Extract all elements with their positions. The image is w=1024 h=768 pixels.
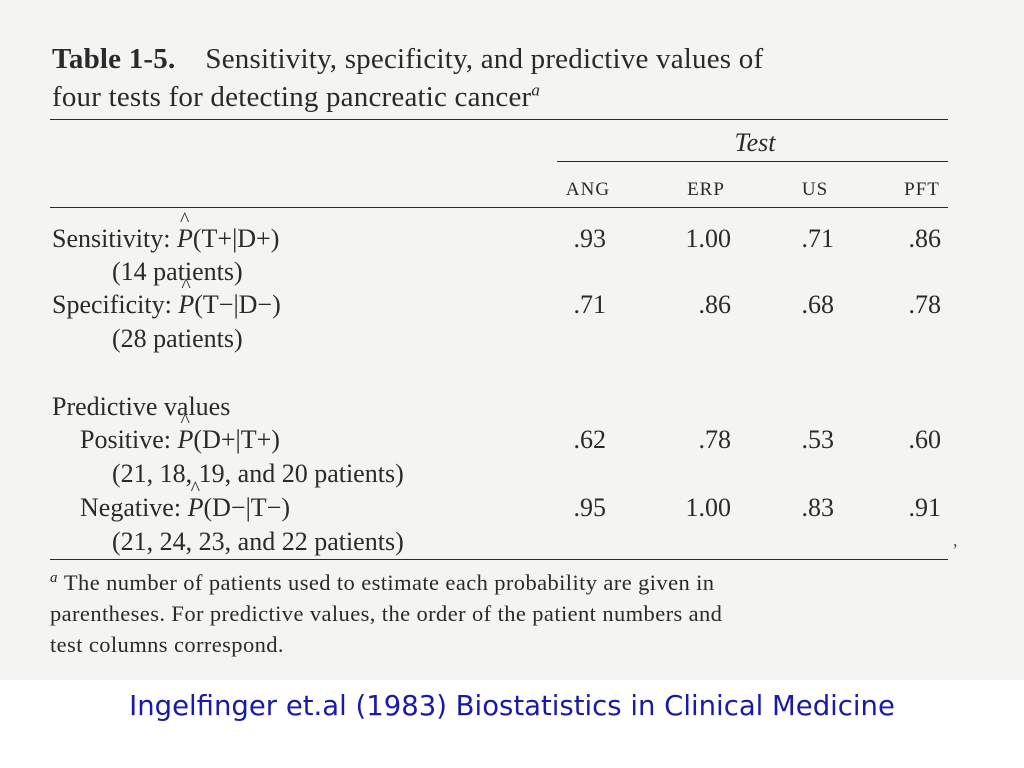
- cell-positive-us: .53: [801, 425, 835, 454]
- row-label-specificity: Specificity: P(T−|D−): [52, 290, 281, 320]
- footnote-line-2: parentheses. For predictive values, the …: [50, 601, 723, 626]
- cell-specificity-us: .68: [801, 290, 835, 319]
- row-label-suffix: (T−|D−): [194, 290, 281, 319]
- cell-negative-erp: 1.00: [685, 493, 732, 522]
- stray-mark: ,: [953, 530, 958, 550]
- table-title-line-1: Table 1-5. Sensitivity, specificity, and …: [52, 43, 763, 76]
- row-label-suffix: (D−|T−): [203, 493, 290, 522]
- row-label-positive: Positive: P(D+|T+): [80, 425, 280, 455]
- header-rule: [50, 207, 948, 208]
- row-label-prefix: Specificity:: [52, 290, 179, 319]
- cell-sensitivity-us: .71: [801, 224, 835, 253]
- column-header-pft: PFT: [904, 179, 940, 200]
- row-label-negative: Negative: P(D−|T−): [80, 493, 290, 523]
- p-hat-symbol: P: [188, 493, 204, 522]
- footnote-text-1: The number of patients used to estimate …: [63, 570, 715, 595]
- table-title-text-1: Sensitivity, specificity, and predictive…: [205, 43, 764, 75]
- column-header-erp: ERP: [687, 179, 725, 200]
- row-label-sensitivity: Sensitivity: P(T+|D+): [52, 224, 279, 254]
- cell-negative-us: .83: [801, 493, 835, 522]
- cell-sensitivity-erp: 1.00: [685, 224, 732, 253]
- row-note-negative: (21, 24, 23, and 22 patients): [112, 527, 404, 556]
- cell-sensitivity-ang: .93: [573, 224, 607, 253]
- table-title-line-2: four tests for detecting pancreatic canc…: [52, 81, 540, 114]
- cell-specificity-pft: .78: [908, 290, 942, 319]
- source-credit: Ingelfinger et.al (1983) Biostatistics i…: [129, 690, 895, 722]
- title-footnote-mark: a: [531, 80, 541, 100]
- footnote-mark: a: [50, 569, 58, 586]
- p-hat-symbol: P: [178, 290, 194, 319]
- cell-specificity-ang: .71: [573, 290, 607, 319]
- footnote-line-3: test columns correspond.: [50, 632, 284, 657]
- cell-negative-pft: .91: [908, 493, 942, 522]
- row-label-suffix: (D+|T+): [193, 425, 280, 454]
- p-hat-symbol: P: [177, 224, 193, 253]
- bottom-rule: [50, 559, 948, 560]
- p-hat-symbol: P: [178, 425, 194, 454]
- row-label-suffix: (T+|D+): [192, 224, 280, 253]
- footnote-line-1: a The number of patients used to estimate…: [50, 570, 714, 596]
- row-label-prefix: Positive:: [80, 425, 178, 454]
- cell-specificity-erp: .86: [698, 290, 732, 319]
- column-header-ang: ANG: [565, 179, 611, 200]
- cell-positive-erp: .78: [698, 425, 732, 454]
- scanned-table-page: Table 1-5. Sensitivity, specificity, and …: [0, 0, 1024, 680]
- column-header-us: US: [801, 179, 829, 200]
- row-note-sensitivity: (14 patients): [112, 257, 243, 286]
- row-note-positive: (21, 18, 19, and 20 patients): [112, 459, 404, 488]
- spanner-label-test: Test: [734, 128, 776, 157]
- cell-negative-ang: .95: [573, 493, 607, 522]
- cell-positive-ang: .62: [573, 425, 607, 454]
- row-note-specificity: (28 patients): [112, 324, 243, 353]
- spanner-rule: [557, 161, 948, 162]
- cell-sensitivity-pft: .86: [908, 224, 942, 253]
- cell-positive-pft: .60: [908, 425, 942, 454]
- table-number: Table 1-5.: [52, 43, 176, 75]
- row-label-prefix: Sensitivity:: [52, 224, 177, 253]
- table-title-text-2: four tests for detecting pancreatic canc…: [52, 81, 532, 113]
- top-rule: [50, 119, 948, 120]
- section-heading-predictive-values: Predictive values: [52, 392, 231, 421]
- row-label-prefix: Negative:: [80, 493, 188, 522]
